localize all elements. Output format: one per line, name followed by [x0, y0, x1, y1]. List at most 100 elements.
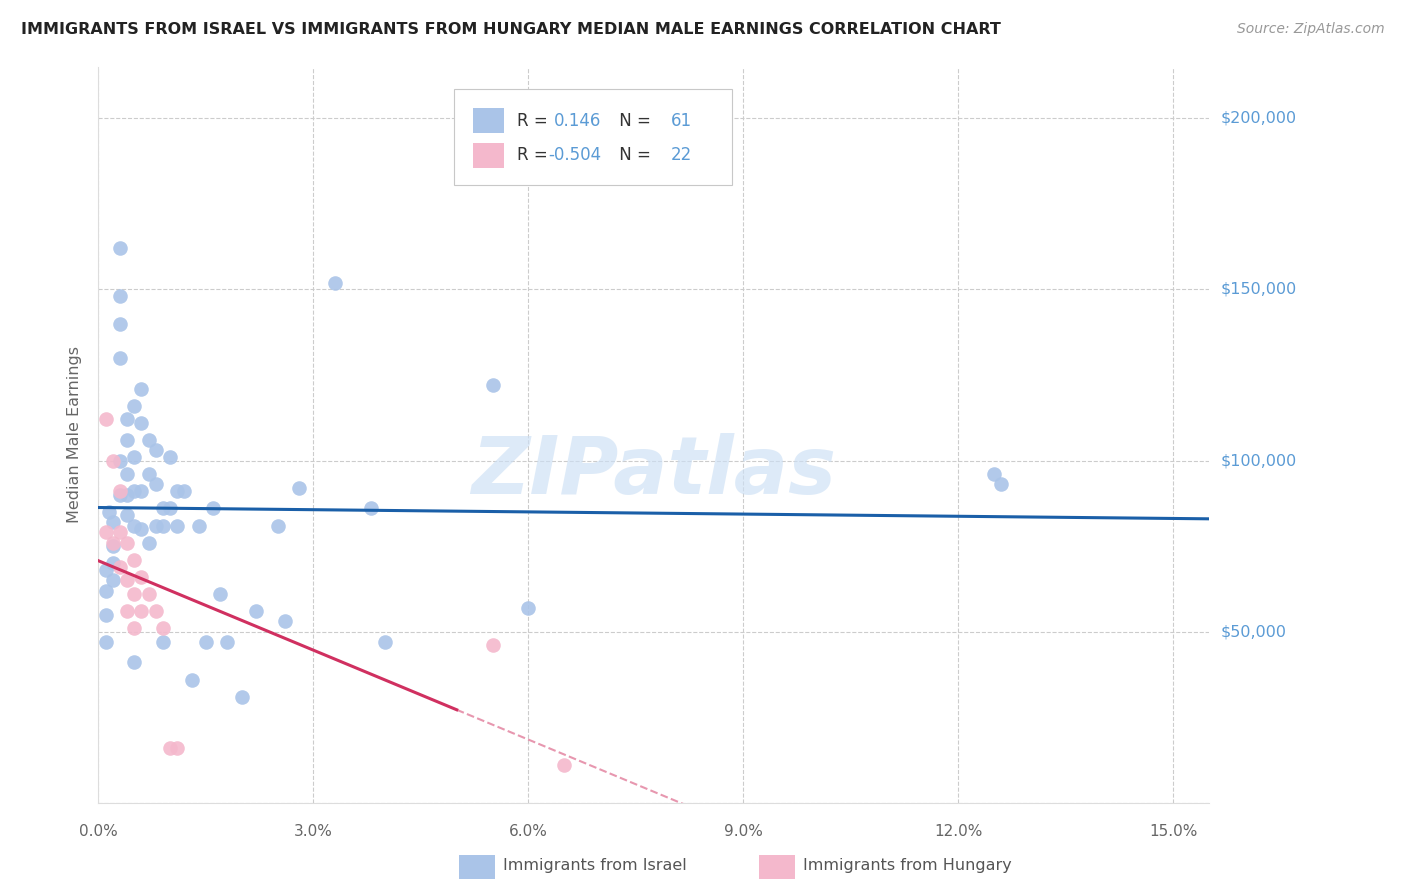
Point — [131, 484, 153, 499]
Text: ZIPatlas: ZIPatlas — [471, 433, 837, 510]
Point — [101, 539, 124, 553]
Text: 0.0%: 0.0% — [79, 823, 118, 838]
Bar — [759, 855, 794, 879]
Point — [374, 635, 396, 649]
Point — [115, 433, 138, 447]
Point — [145, 443, 167, 458]
Text: 9.0%: 9.0% — [724, 823, 763, 838]
Y-axis label: Median Male Earnings: Median Male Earnings — [67, 346, 83, 524]
Point — [108, 488, 131, 502]
Point — [108, 289, 131, 303]
Text: $150,000: $150,000 — [1220, 282, 1296, 297]
Point — [94, 583, 117, 598]
Point — [481, 638, 503, 652]
Point — [122, 484, 145, 499]
Point — [122, 621, 145, 635]
Point — [159, 501, 181, 516]
Text: Immigrants from Israel: Immigrants from Israel — [503, 858, 686, 873]
Text: 0.146: 0.146 — [554, 112, 602, 129]
Text: R =: R = — [517, 146, 553, 164]
Point — [323, 276, 346, 290]
Text: R =: R = — [517, 112, 553, 129]
Point — [108, 559, 131, 574]
Point — [553, 758, 575, 772]
Text: 15.0%: 15.0% — [1149, 823, 1198, 838]
Point — [122, 553, 145, 567]
Point — [115, 467, 138, 482]
Point — [115, 412, 138, 426]
Text: N =: N = — [614, 112, 657, 129]
Point — [115, 535, 138, 549]
Point — [98, 505, 121, 519]
Point — [245, 604, 267, 618]
Point — [115, 508, 138, 523]
Point — [138, 587, 160, 601]
Point — [108, 317, 131, 331]
Point — [145, 518, 167, 533]
Point — [108, 241, 131, 255]
Point — [108, 484, 131, 499]
Point — [138, 433, 160, 447]
Point — [122, 587, 145, 601]
Text: Immigrants from Hungary: Immigrants from Hungary — [803, 858, 1011, 873]
Point — [231, 690, 253, 704]
Point — [274, 615, 297, 629]
Point — [152, 518, 174, 533]
Point — [115, 488, 138, 502]
Point — [101, 574, 124, 588]
Text: IMMIGRANTS FROM ISRAEL VS IMMIGRANTS FROM HUNGARY MEDIAN MALE EARNINGS CORRELATI: IMMIGRANTS FROM ISRAEL VS IMMIGRANTS FRO… — [21, 22, 1001, 37]
Bar — [472, 143, 503, 168]
Point — [115, 604, 138, 618]
Point — [138, 535, 160, 549]
Point — [138, 467, 160, 482]
Point — [122, 518, 145, 533]
Point — [217, 635, 239, 649]
Point — [101, 535, 124, 549]
Point — [152, 635, 174, 649]
Point — [101, 453, 124, 467]
Text: $50,000: $50,000 — [1220, 624, 1286, 640]
Text: 22: 22 — [671, 146, 692, 164]
Point — [481, 378, 503, 392]
Point — [266, 518, 288, 533]
Point — [115, 574, 138, 588]
Point — [108, 525, 131, 540]
Point — [122, 450, 145, 464]
Point — [131, 522, 153, 536]
Point — [288, 481, 311, 495]
Point — [209, 587, 232, 601]
Point — [131, 416, 153, 430]
Point — [101, 515, 124, 529]
Point — [983, 467, 1005, 482]
Point — [173, 484, 195, 499]
Point — [990, 477, 1012, 491]
Point — [145, 477, 167, 491]
Point — [159, 741, 181, 756]
Bar — [472, 108, 503, 133]
FancyBboxPatch shape — [454, 89, 731, 185]
Point — [94, 563, 117, 577]
Text: 61: 61 — [671, 112, 692, 129]
Point — [101, 556, 124, 570]
Point — [180, 673, 202, 687]
Point — [94, 412, 117, 426]
Point — [360, 501, 382, 516]
Point — [166, 518, 188, 533]
Point — [202, 501, 225, 516]
Point — [152, 621, 174, 635]
Point — [166, 741, 188, 756]
Text: 12.0%: 12.0% — [934, 823, 983, 838]
Point — [94, 635, 117, 649]
Text: $100,000: $100,000 — [1220, 453, 1296, 468]
Point — [517, 600, 540, 615]
Point — [166, 484, 188, 499]
Text: Source: ZipAtlas.com: Source: ZipAtlas.com — [1237, 22, 1385, 37]
Text: N =: N = — [614, 146, 657, 164]
Bar — [460, 855, 495, 879]
Point — [152, 501, 174, 516]
Point — [108, 351, 131, 365]
Point — [131, 382, 153, 396]
Point — [94, 607, 117, 622]
Point — [159, 450, 181, 464]
Point — [122, 656, 145, 670]
